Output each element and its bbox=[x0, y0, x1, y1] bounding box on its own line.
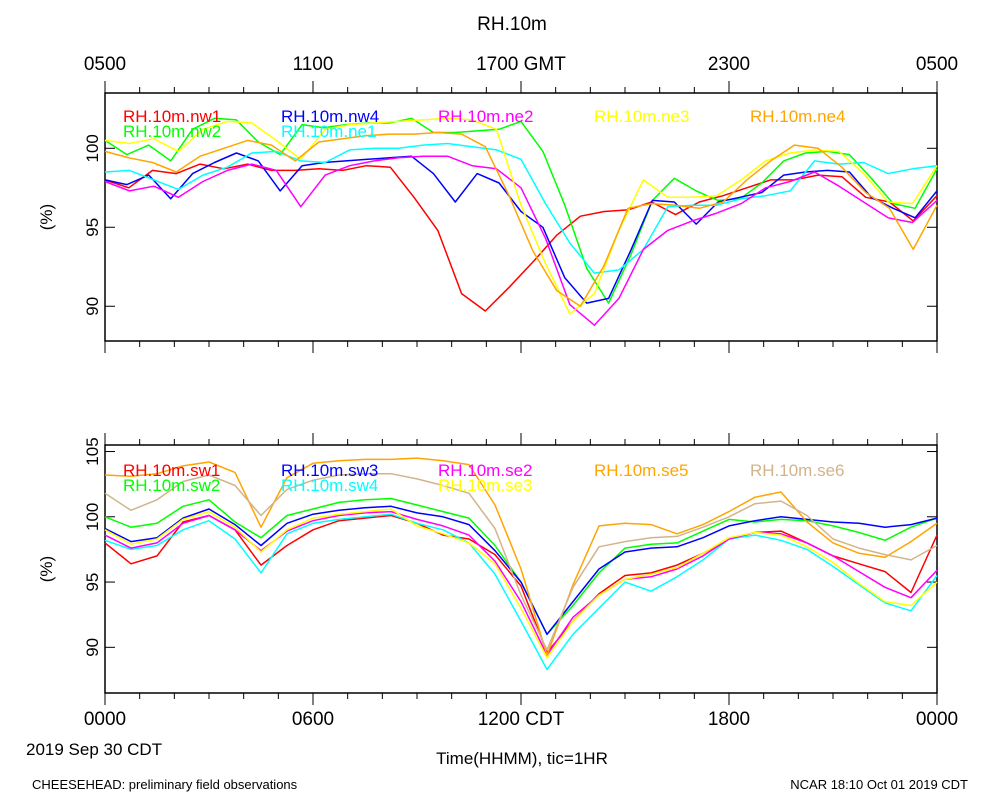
top-panel-ylabel: (%) bbox=[37, 204, 56, 230]
legend-entry-RH-10m-se2: RH.10m.se2 bbox=[438, 461, 532, 480]
top-xtick-label: 0500 bbox=[916, 54, 958, 75]
bottom-ytick-label: 100 bbox=[83, 503, 102, 531]
series-line-RH-10m-ne4 bbox=[104, 131, 938, 307]
top-xtick-label: 2300 bbox=[708, 54, 750, 75]
series-line-RH-10m-nw4 bbox=[104, 152, 938, 304]
bottom-xtick-label: 0000 bbox=[84, 709, 126, 730]
legend-entry-RH-10m-ne1: RH.10m.ne1 bbox=[281, 122, 376, 141]
legend-entry-RH-10m-ne2: RH.10m.ne2 bbox=[438, 107, 533, 126]
bottom-ytick-label: 95 bbox=[83, 573, 102, 592]
series-line-RH-10m-sw1 bbox=[104, 514, 938, 654]
bottom-xtick-label: 0600 bbox=[292, 709, 334, 730]
legend-entry-RH-10m-nw4: RH.10m.nw4 bbox=[281, 107, 379, 126]
top-panel: 90 95 100 0500 1100 1700 GMT 2300 0500 (%) RH.… bbox=[37, 54, 958, 353]
series-line-RH-10m-sw3 bbox=[104, 505, 938, 636]
series-line-RH-10m-se5 bbox=[104, 457, 938, 656]
top-xtick-label: 1100 bbox=[293, 54, 334, 75]
series-line-RH-10m-se2 bbox=[104, 510, 938, 656]
bottom-panel-series bbox=[104, 457, 938, 671]
series-line-RH-10m-se3 bbox=[104, 508, 938, 659]
top-panel-ticks bbox=[104, 81, 938, 353]
footer-left: CHEESEHEAD: preliminary field observatio… bbox=[32, 777, 298, 792]
bottom-ytick-label: 105 bbox=[83, 437, 102, 465]
legend-entry-RH-10m-nw1: RH.10m.nw1 bbox=[123, 107, 221, 126]
bottom-panel-ticks bbox=[104, 433, 938, 705]
top-xtick-label: 1700 GMT bbox=[476, 54, 566, 75]
top-panel-top-tick-labels: 0500 1100 1700 GMT 2300 0500 bbox=[84, 54, 958, 75]
series-line-RH-10m-sw4 bbox=[104, 513, 938, 671]
legend-entry-RH-10m-sw2: RH.10m.sw2 bbox=[123, 476, 220, 495]
bottom-ytick-label: 90 bbox=[83, 638, 102, 657]
series-line-RH-10m-ne2 bbox=[104, 155, 938, 326]
series-line-RH-10m-nw2 bbox=[104, 117, 938, 304]
date-label: 2019 Sep 30 CDT bbox=[26, 740, 162, 759]
bottom-panel-ytick-labels: 90 95 100 105 bbox=[83, 437, 102, 656]
legend-entry-RH-10m-se5: RH.10m.se5 bbox=[594, 461, 688, 480]
series-line-RH-10m-se6 bbox=[104, 472, 938, 651]
top-ytick-label: 90 bbox=[83, 297, 102, 316]
top-xtick-label: 0500 bbox=[84, 54, 126, 75]
bottom-panel-ylabel: (%) bbox=[37, 556, 56, 582]
footer-right: NCAR 18:10 Oct 01 2019 CDT bbox=[790, 777, 968, 792]
bottom-xtick-label: 1800 bbox=[708, 709, 750, 730]
legend-entry-RH-10m-se3: RH.10m.se3 bbox=[438, 476, 532, 495]
legend-entry-RH-10m-se6: RH.10m.se6 bbox=[750, 461, 844, 480]
legend-entry-RH-10m-ne3: RH.10m.ne3 bbox=[594, 107, 689, 126]
bottom-panel-xtick-labels: 0000 0600 1200 CDT 1800 0000 bbox=[84, 709, 958, 730]
series-line-RH-10m-ne3 bbox=[104, 117, 938, 315]
bottom-xtick-label: 1200 CDT bbox=[478, 709, 565, 730]
chart-title: RH.10m bbox=[477, 14, 547, 35]
legend-entry-RH-10m-sw4: RH.10m.sw4 bbox=[281, 476, 378, 495]
top-ytick-label: 95 bbox=[83, 218, 102, 237]
series-line-RH-10m-ne1 bbox=[104, 142, 938, 274]
x-axis-label: Time(HHMM), tic=1HR bbox=[436, 749, 608, 768]
top-ytick-label: 100 bbox=[83, 134, 102, 162]
legend-entry-RH-10m-sw1: RH.10m.sw1 bbox=[123, 461, 220, 480]
legend-entry-RH-10m-nw2: RH.10m.nw2 bbox=[123, 122, 221, 141]
top-panel-ytick-labels: 90 95 100 bbox=[83, 134, 102, 316]
bottom-xtick-label: 0000 bbox=[916, 709, 958, 730]
legend-entry-RH-10m-sw3: RH.10m.sw3 bbox=[281, 461, 378, 480]
top-panel-series bbox=[104, 117, 938, 326]
legend-entry-RH-10m-ne4: RH.10m.ne4 bbox=[750, 107, 845, 126]
